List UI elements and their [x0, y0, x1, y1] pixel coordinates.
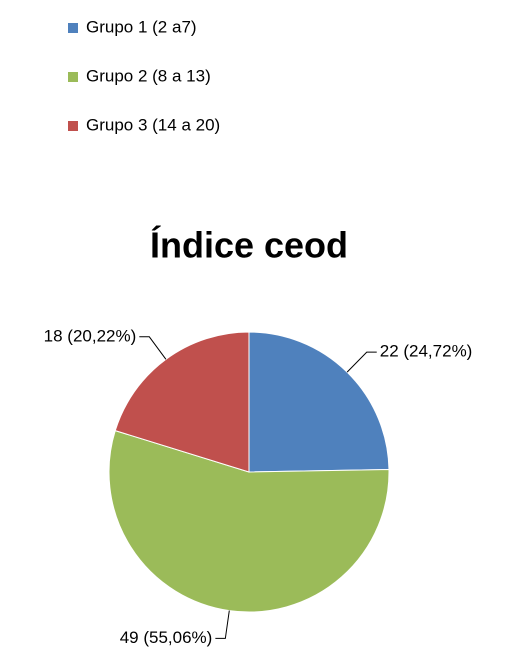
legend-label: Grupo 3 (14 a 20): [86, 115, 220, 134]
legend-swatch: [68, 72, 78, 82]
legend-swatch: [68, 121, 78, 131]
leader-line: [346, 351, 377, 373]
data-label: 18 (20,22%): [44, 326, 137, 345]
data-label: 22 (24,72%): [380, 342, 473, 361]
legend-label: Grupo 1 (2 a7): [86, 17, 197, 36]
pie-slice: [114, 331, 250, 473]
data-label: 49 (55,06%): [120, 628, 213, 647]
leader-line: [139, 336, 167, 360]
pie-slice: [248, 331, 390, 473]
legend-label: Grupo 2 (8 a 13): [86, 66, 211, 85]
chart-title: Índice ceod: [150, 225, 348, 266]
legend-swatch: [68, 23, 78, 33]
leader-line: [215, 610, 230, 639]
